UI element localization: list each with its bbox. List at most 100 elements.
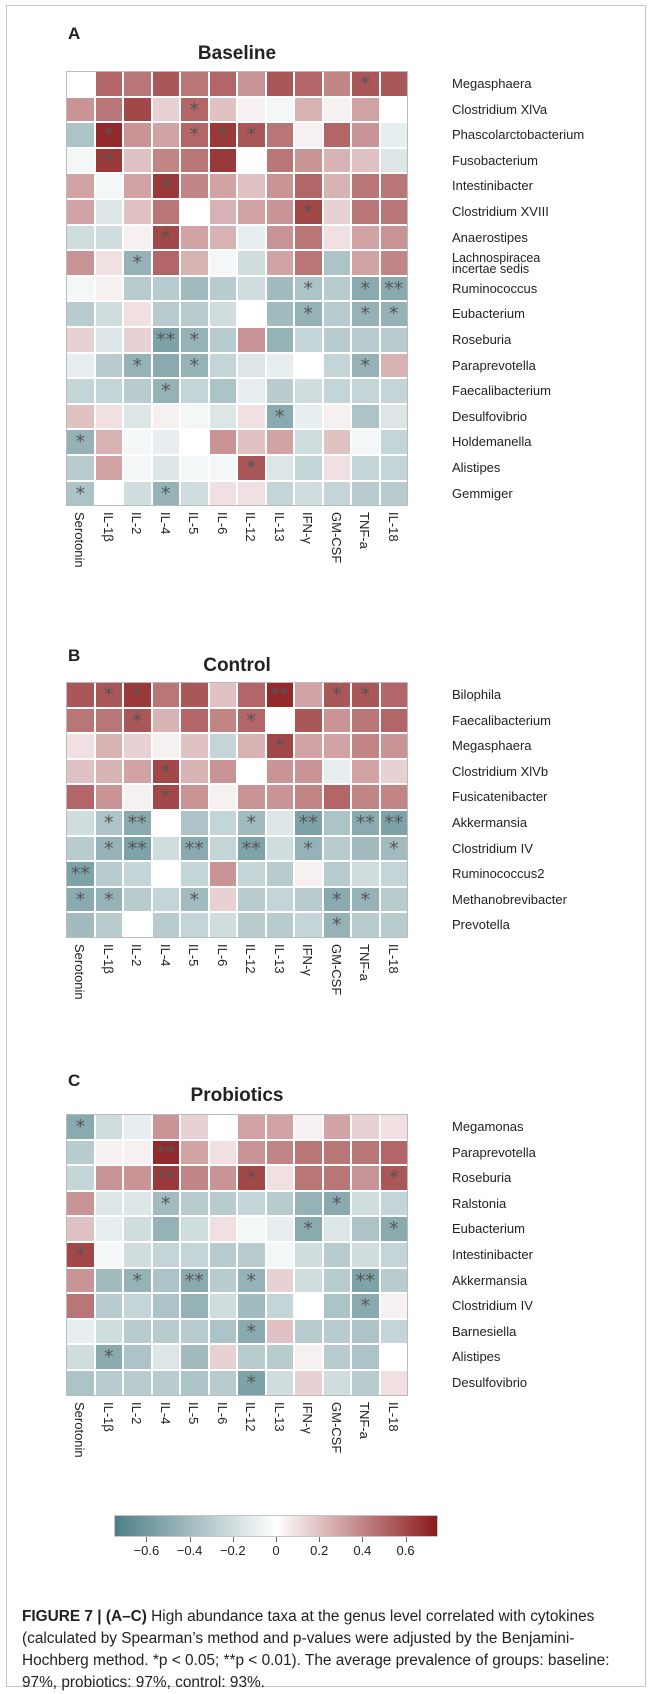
heatmap-cell — [123, 429, 152, 455]
column-label: IL-18 — [385, 1401, 401, 1432]
heatmap-cell — [94, 429, 123, 455]
significance-star: * — [246, 709, 257, 732]
significance-star: * — [161, 1192, 171, 1215]
heatmap-cell — [151, 173, 180, 199]
heatmap-cell — [265, 784, 294, 810]
heatmap-cell — [351, 886, 380, 913]
heatmap-cell — [351, 1267, 380, 1294]
heatmap-cell — [265, 810, 294, 836]
heatmap-cell — [237, 378, 266, 404]
heatmap-cell — [322, 1190, 351, 1217]
significance-star: ** — [184, 1269, 204, 1292]
significance-star: * — [161, 760, 171, 783]
column-label: IFN-γ — [300, 512, 316, 544]
row-label: Roseburia — [452, 332, 512, 347]
significance-star: * — [75, 1116, 86, 1138]
heatmap-cell — [294, 1370, 323, 1396]
heatmap-cell — [265, 1293, 294, 1319]
heatmap-cell — [180, 301, 209, 327]
heatmap-cell — [294, 1318, 323, 1345]
significance-star: ** — [355, 812, 375, 834]
heatmap-cell — [322, 682, 351, 708]
heatmap-cell — [66, 1242, 95, 1268]
row-label: Barnesiella — [452, 1323, 517, 1339]
heatmap-cell — [180, 861, 209, 887]
heatmap-cell — [123, 378, 152, 404]
heatmap-cell — [208, 1139, 237, 1166]
heatmap-cell — [294, 147, 323, 174]
heatmap-cell — [351, 147, 380, 174]
heatmap-cell — [123, 784, 152, 810]
heatmap-cell — [265, 1139, 294, 1166]
significance-star: * — [104, 837, 114, 860]
significance-star: * — [75, 431, 86, 454]
row-label: Intestinibacter — [452, 178, 533, 194]
heatmap-cell — [237, 455, 266, 481]
column-label: IL-5 — [186, 1401, 202, 1424]
heatmap-cell — [351, 378, 380, 404]
heatmap-cell — [237, 835, 266, 862]
heatmap-cell — [265, 455, 294, 481]
colorbar-tick-label: 0.4 — [353, 1543, 372, 1558]
significance-star: * — [360, 684, 371, 706]
heatmap-cell — [66, 758, 95, 785]
heatmap-cell — [237, 96, 266, 123]
heatmap-cell — [322, 147, 351, 174]
row-label: Megasphaera — [452, 738, 532, 754]
heatmap-cell — [265, 301, 294, 327]
heatmap-cell — [94, 224, 123, 251]
heatmap-cell — [379, 1165, 408, 1191]
colorbar-tick-label: 0 — [272, 1543, 280, 1558]
heatmap-cell — [237, 275, 266, 302]
colorbar-tick-label: −0.4 — [176, 1543, 203, 1558]
significance-star: * — [104, 124, 114, 147]
heatmap-cell — [94, 835, 123, 862]
colorbar-tick-label: 0.2 — [310, 1543, 329, 1558]
heatmap-cell — [265, 224, 294, 251]
heatmap-cell — [265, 835, 294, 862]
significance-star: * — [332, 1192, 342, 1215]
significance-star: * — [75, 482, 86, 505]
heatmap-cell — [66, 147, 95, 174]
heatmap-cell — [123, 1216, 152, 1242]
column-label: Serotonin — [72, 944, 88, 1000]
heatmap-cell — [322, 378, 351, 404]
heatmap-cell — [351, 835, 380, 862]
heatmap-cell — [294, 455, 323, 481]
heatmap-cell — [322, 352, 351, 379]
heatmap-cell — [151, 429, 180, 455]
heatmap-cell — [351, 122, 380, 148]
heatmap-cell — [94, 784, 123, 810]
heatmap-cell — [379, 1318, 408, 1345]
heatmap-cell — [208, 1190, 237, 1217]
heatmap-cell — [351, 784, 380, 810]
heatmap-cell — [294, 96, 323, 123]
panel-title: Control — [203, 655, 271, 676]
heatmap-cell — [208, 1114, 237, 1140]
heatmap-cell — [294, 810, 323, 836]
heatmap-cell — [379, 810, 408, 836]
heatmap-cell — [180, 327, 209, 353]
heatmap-cell — [123, 682, 152, 708]
heatmap-cell — [208, 784, 237, 810]
heatmap-cell — [237, 250, 266, 276]
heatmap-cell — [180, 1216, 209, 1242]
heatmap-border — [66, 682, 408, 938]
heatmap-cell — [151, 199, 180, 225]
heatmap-cell — [151, 480, 180, 507]
heatmap-cell — [322, 96, 351, 123]
row-label: Fusicatenibacter — [452, 789, 548, 805]
heatmap-cell — [180, 912, 209, 938]
significance-star: ** — [127, 812, 147, 834]
row-label: Clostridium IV — [452, 840, 533, 856]
heatmap-cell — [265, 1344, 294, 1370]
heatmap-cell — [123, 199, 152, 225]
column-label: IL-4 — [157, 512, 173, 535]
heatmap-cell — [294, 199, 323, 225]
heatmap-cell — [123, 455, 152, 481]
heatmap-cell — [351, 96, 380, 123]
column-label: IL-6 — [214, 1401, 230, 1424]
heatmap-border — [66, 1114, 408, 1396]
row-label: Fusobacterium — [452, 152, 538, 168]
significance-star: ** — [156, 1167, 176, 1190]
